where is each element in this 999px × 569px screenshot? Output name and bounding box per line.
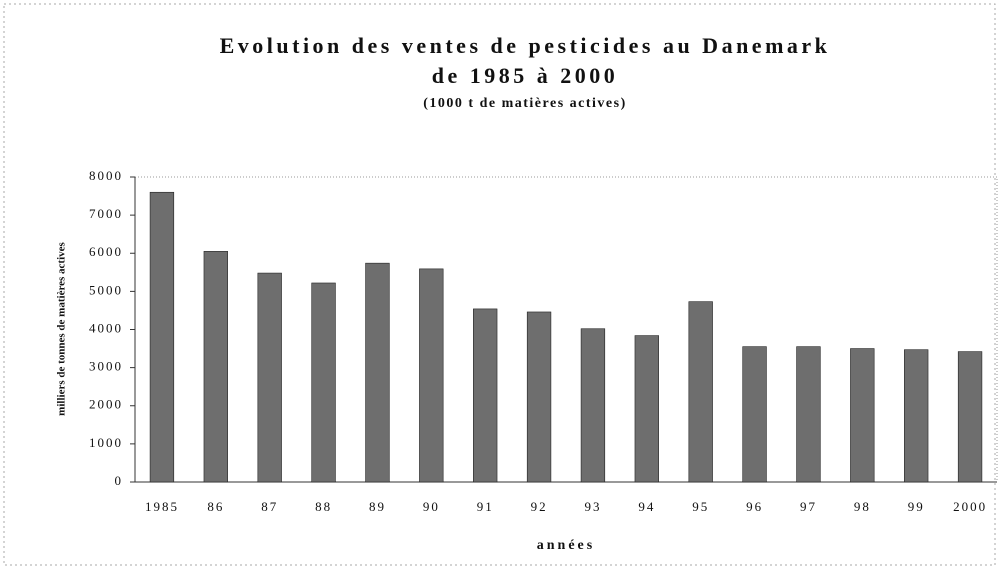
bar [203, 251, 228, 483]
bar [742, 346, 767, 483]
y-tick-label: 5000 [89, 282, 123, 297]
x-tick-label: 87 [261, 499, 278, 514]
bar [796, 346, 821, 483]
y-tick-label: 2000 [89, 397, 123, 412]
bar [473, 308, 498, 483]
x-tick-label: 89 [369, 499, 386, 514]
x-tick-label: 98 [854, 499, 871, 514]
bar [311, 282, 336, 483]
x-tick-label: 99 [908, 499, 925, 514]
x-tick-label: 96 [746, 499, 763, 514]
x-tick-label: 86 [207, 499, 224, 514]
y-tick-label: 0 [115, 473, 124, 488]
x-axis-label: années [537, 538, 595, 553]
bar [904, 349, 929, 483]
x-tick-label: 94 [638, 499, 655, 514]
chart-subtitle: (1000 t de matières actives) [423, 96, 626, 111]
bar [688, 301, 713, 483]
x-tick-label: 1985 [145, 499, 179, 514]
y-axis-label: milliers de tonnes de matières actives [56, 241, 68, 415]
x-tick-label: 2000 [953, 499, 987, 514]
bar [957, 351, 983, 483]
x-tick-label: 91 [477, 499, 494, 514]
bar [419, 268, 444, 483]
y-tick-label: 1000 [89, 435, 123, 450]
y-tick-label: 3000 [89, 359, 123, 374]
y-tick-label: 7000 [89, 206, 123, 221]
bar [365, 262, 390, 483]
y-tick-label: 6000 [89, 244, 123, 259]
x-tick-label: 95 [692, 499, 709, 514]
bar [149, 191, 175, 483]
x-tick-label: 97 [800, 499, 817, 514]
chart-title: Evolution des ventes de pesticides au Da… [220, 33, 831, 58]
y-tick-label: 8000 [89, 168, 123, 183]
frame [3, 3, 996, 566]
bar [580, 328, 606, 483]
x-tick-label: 90 [423, 499, 440, 514]
chart-title-line2: de 1985 à 2000 [432, 63, 619, 88]
x-tick-label: 92 [531, 499, 548, 514]
bar [526, 311, 552, 483]
x-tick-label: 93 [584, 499, 601, 514]
y-tick-label: 4000 [89, 320, 123, 335]
bar [634, 335, 659, 483]
bar [850, 348, 875, 483]
x-tick-label: 88 [315, 499, 332, 514]
bar [257, 272, 282, 483]
